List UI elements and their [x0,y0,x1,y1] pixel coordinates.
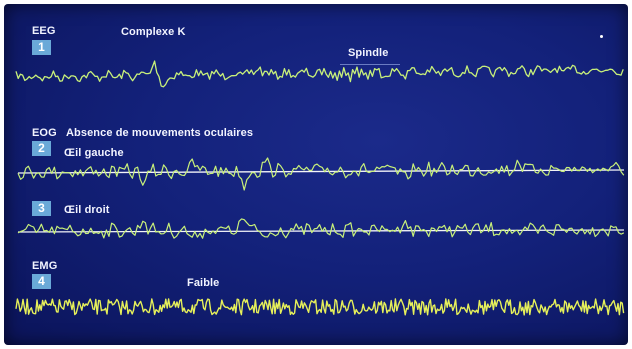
emg-trace [15,298,625,316]
channel-number-1: 1 [32,40,51,55]
eeg-display: EEG 1 Complexe K Spindle EOG Absence de … [4,4,628,345]
emg-annotation: Faible [187,277,220,289]
channel-number-4: 4 [32,274,51,289]
eog-right-baseline [17,229,625,233]
k-complex-annotation: Complexe K [121,26,186,38]
eog-left-baseline [17,169,625,174]
trace-area [15,60,625,316]
eog-description: Absence de mouvements oculaires [66,127,254,139]
eog-left-trace [17,157,625,191]
eeg-label: EEG [32,25,56,37]
screen-glare [600,35,603,38]
left-eye-label: Œil gauche [64,147,124,159]
channel-number-2: 2 [32,141,51,156]
right-eye-label: Œil droit [64,204,110,216]
eog-label: EOG [32,127,57,139]
channel-number-3: 3 [32,201,51,216]
eog-right-trace [17,218,625,239]
eeg-trace [15,60,624,88]
spindle-underline [340,64,400,65]
spindle-annotation: Spindle [348,47,389,59]
emg-label: EMG [32,260,58,272]
